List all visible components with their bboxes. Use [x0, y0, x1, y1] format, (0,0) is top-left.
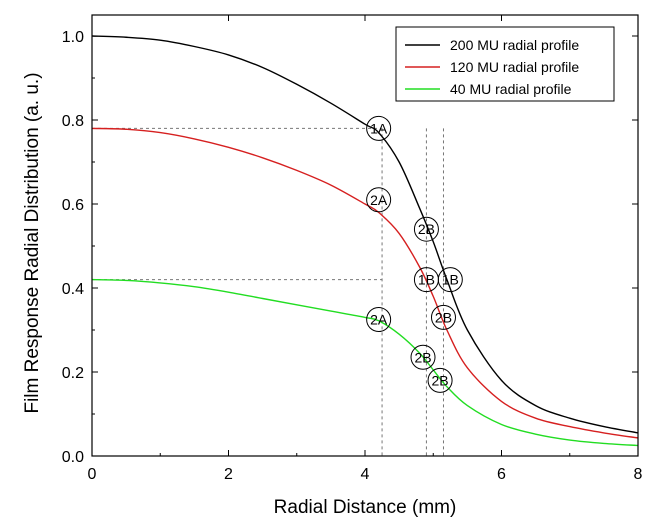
- x-tick-label: 8: [634, 466, 643, 483]
- y-tick-label: 1.0: [62, 29, 84, 46]
- annotation-circle: [366, 187, 392, 213]
- x-tick-label: 0: [88, 466, 97, 483]
- x-axis-label: Radial Distance (mm): [274, 497, 457, 518]
- annotation-label: 2A: [370, 312, 388, 328]
- annotation-circle: [366, 115, 392, 141]
- legend-item: 40 MU radial profile: [405, 81, 572, 97]
- annotation-marker: 2A: [366, 307, 392, 332]
- legend-item: 200 MU radial profile: [405, 37, 579, 53]
- legend-label: 120 MU radial profile: [450, 59, 579, 75]
- reference-lines: [92, 127, 444, 456]
- x-tick-label: 2: [224, 466, 233, 483]
- annotation-label: 2B: [432, 372, 449, 388]
- x-axis-ticks: 0 2 4 6 8: [88, 15, 643, 483]
- series-line-3: [91, 278, 639, 447]
- annotation-marker: 2B: [430, 304, 456, 330]
- y-tick-label: 0.8: [62, 113, 84, 130]
- legend-item: 120 MU radial profile: [405, 59, 579, 75]
- y-tick-label: 0.0: [62, 449, 84, 466]
- y-tick-label: 0.4: [62, 281, 84, 298]
- annotation-label: 2B: [435, 309, 452, 325]
- annotation-circle: [437, 267, 463, 293]
- annotation-label: 1A: [370, 120, 388, 136]
- annotation-marker: 2A: [366, 187, 392, 213]
- x-tick-label: 6: [497, 466, 506, 483]
- annotation-circle: [410, 344, 436, 370]
- annotation-circle: [413, 216, 439, 242]
- annotation-label: 1B: [418, 272, 435, 288]
- series-line-2: [91, 127, 639, 439]
- annotation-label: 1B: [442, 272, 459, 288]
- legend: 200 MU radial profile 120 MU radial profi…: [395, 26, 615, 102]
- y-tick-label: 0.2: [62, 365, 84, 382]
- legend-label: 200 MU radial profile: [450, 37, 579, 53]
- annotation-marker: 2B: [413, 216, 439, 242]
- annotation-marker: 2B: [427, 367, 453, 393]
- annotation-circle: [430, 304, 456, 330]
- x-tick-label: 4: [361, 466, 370, 483]
- annotation-marker: 1B: [413, 267, 439, 293]
- annotation-circle: [427, 367, 453, 393]
- annotation-label: 2A: [370, 192, 388, 208]
- annotation-marker: 1B: [437, 267, 463, 293]
- annotation-marker: 1A: [366, 115, 392, 141]
- series-line-1: [91, 35, 639, 434]
- annotation-marker: 2B: [410, 344, 436, 370]
- y-tick-label: 0.6: [62, 197, 84, 214]
- annotation-circle: [366, 307, 392, 332]
- y-axis-label: Film Response Radial Distribution (a. u.…: [22, 72, 43, 413]
- legend-label: 40 MU radial profile: [450, 81, 572, 97]
- y-axis-ticks: 0.0 0.2 0.4 0.6 0.8 1.0: [62, 29, 638, 466]
- annotation-label: 2B: [414, 349, 431, 365]
- annotation-label: 2B: [418, 221, 435, 237]
